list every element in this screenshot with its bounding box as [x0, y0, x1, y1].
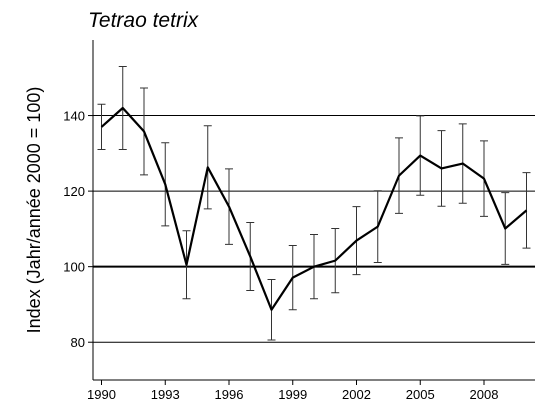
x-tick-label: 1993: [151, 387, 180, 402]
y-tick-label: 140: [63, 109, 85, 124]
y-tick-label: 100: [63, 260, 85, 275]
x-tick-label: 2002: [342, 387, 371, 402]
x-tick-label: 1990: [87, 387, 116, 402]
y-tick-label: 120: [63, 184, 85, 199]
chart-title: Tetrao tetrix: [88, 9, 200, 32]
x-tick-label: 1996: [215, 387, 244, 402]
y-tick-label: 80: [71, 335, 85, 350]
y-axis-label: Index (Jahr/année 2000 = 100): [24, 87, 44, 334]
x-tick-label: 2008: [470, 387, 499, 402]
line: [100, 106, 528, 311]
x-tick-label: 1999: [278, 387, 307, 402]
x-tick-label: 2005: [406, 387, 435, 402]
error-bar: [97, 103, 106, 151]
